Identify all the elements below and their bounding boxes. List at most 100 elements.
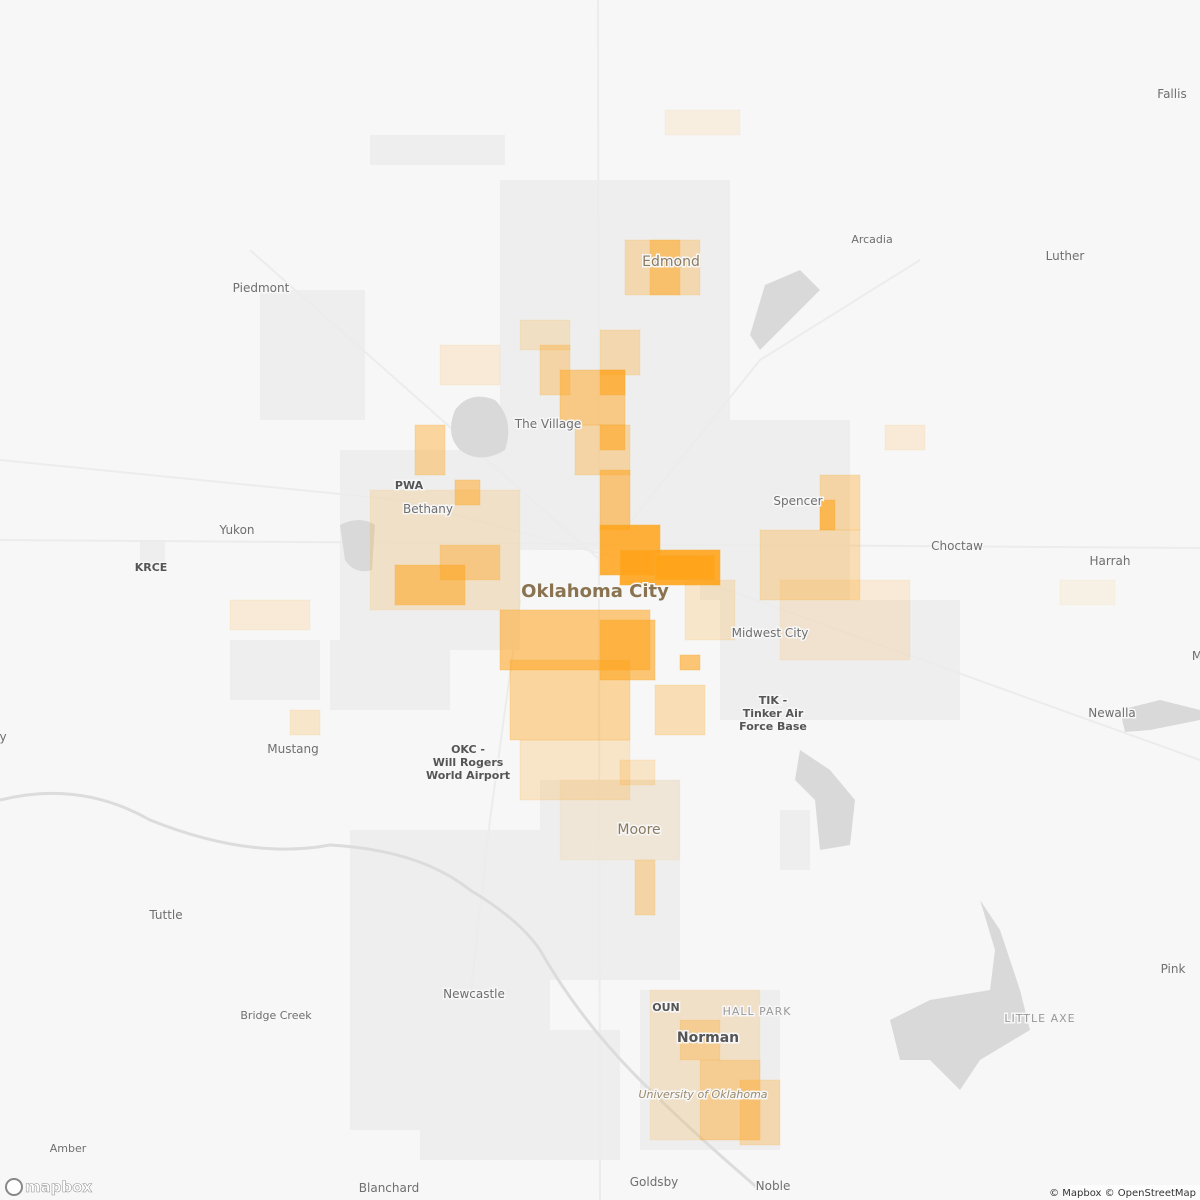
tract <box>599 469 631 531</box>
airport-label: PWA <box>395 479 424 492</box>
place-label: Newalla <box>1088 706 1136 720</box>
urban-area <box>540 780 680 980</box>
airport-label: KRCE <box>135 561 168 574</box>
tract <box>664 109 741 136</box>
place-label: Midwest City <box>732 626 809 640</box>
choropleth <box>229 109 1116 1146</box>
lake <box>750 270 820 350</box>
tract <box>819 499 836 531</box>
urban-area <box>420 1030 620 1160</box>
tract <box>509 659 631 741</box>
urban-area <box>780 810 810 870</box>
place-label: Arcadia <box>851 233 892 246</box>
place-label: y <box>0 730 7 744</box>
airport-label: World Airport <box>426 769 510 782</box>
airport-label: OUN <box>652 1001 680 1014</box>
place-label: Goldsby <box>630 1175 679 1189</box>
urban-area <box>230 640 320 700</box>
place-label: Spencer <box>773 494 822 508</box>
labels: Fallis Arcadia Edmond Luther Piedmont Th… <box>0 86 1200 1197</box>
lake <box>795 750 855 850</box>
tract <box>599 619 656 681</box>
tract <box>439 344 501 386</box>
tract <box>739 1079 781 1146</box>
lake <box>451 396 509 458</box>
tract <box>1059 579 1116 606</box>
tract <box>684 579 736 641</box>
tract <box>699 1059 761 1141</box>
logo-icon <box>5 1178 23 1196</box>
city-label: Oklahoma City <box>521 581 669 602</box>
place-label: Bridge Creek <box>240 1009 312 1022</box>
tract <box>559 779 681 861</box>
place-label: Luther <box>1046 249 1085 263</box>
attribution-bg <box>1068 1185 1200 1200</box>
place-label: Tuttle <box>148 908 182 922</box>
place-label: Yukon <box>218 523 254 537</box>
urban-area <box>330 640 450 710</box>
place-label: HALL PARK <box>723 1005 792 1018</box>
attribution[interactable]: © Mapbox © OpenStreetMap <box>1049 1188 1196 1199</box>
tract <box>884 424 926 451</box>
airport-label: OKC - <box>451 743 485 756</box>
lake <box>340 520 375 572</box>
place-label: The Village <box>514 417 581 431</box>
tract <box>624 239 701 296</box>
tract <box>599 329 641 376</box>
place-label: Blanchard <box>359 1181 419 1195</box>
place-label: M <box>1192 649 1200 663</box>
tract <box>634 859 656 916</box>
place-label: Choctaw <box>931 539 983 553</box>
road <box>597 0 601 1200</box>
urban-area <box>260 290 365 420</box>
tract <box>679 654 701 671</box>
place-label: Edmond <box>642 254 700 270</box>
lake <box>890 900 1030 1090</box>
poi-label: University of Oklahoma <box>638 1088 767 1101</box>
tract <box>779 579 911 661</box>
place-label: Moore <box>617 822 660 838</box>
place-label: Amber <box>50 1142 87 1155</box>
tract <box>394 564 466 606</box>
tract <box>519 739 631 801</box>
water <box>0 270 1200 1192</box>
place-label: Bethany <box>403 502 453 516</box>
river <box>0 791 761 1192</box>
urban-area <box>640 990 780 1150</box>
place-label: Newcastle <box>443 987 505 1001</box>
road <box>0 459 1200 761</box>
tract <box>654 554 716 581</box>
lake <box>1120 700 1200 732</box>
tract <box>649 239 681 296</box>
place-label: Mustang <box>267 742 319 756</box>
tract <box>654 684 706 736</box>
tract <box>619 759 656 786</box>
airport-label: Will Rogers <box>433 756 504 769</box>
logo-text: mapbox <box>25 1178 93 1196</box>
tract <box>229 599 311 631</box>
airport-label: TIK - <box>759 694 788 707</box>
tract <box>519 319 571 351</box>
tract <box>599 369 626 396</box>
place-label: Piedmont <box>233 281 290 295</box>
urban-area <box>140 540 165 570</box>
tract <box>289 709 321 736</box>
tract <box>759 529 861 601</box>
place-label: LITTLE AXE <box>1004 1012 1075 1025</box>
tract <box>599 424 626 451</box>
place-label: Noble <box>756 1179 791 1193</box>
place-label: Pink <box>1161 962 1186 976</box>
tract <box>414 424 446 476</box>
tract <box>649 989 761 1141</box>
road <box>249 249 921 562</box>
road <box>469 599 521 1001</box>
place-label: Norman <box>677 1030 739 1046</box>
airport-label: Force Base <box>739 720 807 733</box>
airport-label: Tinker Air <box>743 707 804 720</box>
place-label: Fallis <box>1157 87 1186 101</box>
urban-area <box>370 135 505 165</box>
tract <box>679 1019 721 1061</box>
mapbox-logo[interactable]: mapbox <box>5 1178 93 1196</box>
place-label: Harrah <box>1090 554 1131 568</box>
